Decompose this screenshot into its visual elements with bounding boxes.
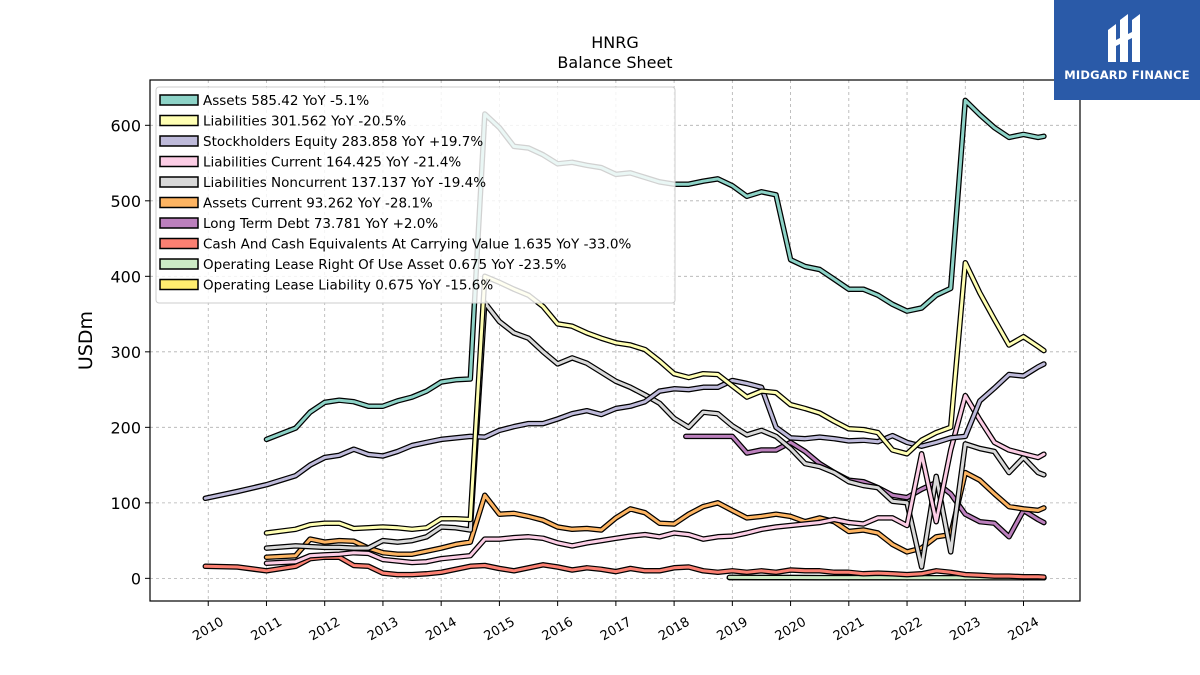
legend-swatch — [159, 155, 199, 168]
legend-item: Assets 585.42 YoY -5.1% — [159, 93, 369, 109]
x-tick-label: 2014 — [423, 615, 459, 645]
x-tick-label: 2017 — [598, 615, 634, 645]
legend-swatch — [159, 176, 199, 188]
x-tick-label: 2020 — [773, 615, 809, 645]
y-tick-label: 0 — [131, 569, 141, 588]
y-axis-label: USDm — [75, 311, 97, 370]
legend-item: Assets Current 93.262 YoY -28.1% — [159, 196, 433, 212]
series-line — [265, 261, 1046, 535]
legend-label: Assets Current 93.262 YoY -28.1% — [203, 196, 433, 212]
legend-swatch — [159, 196, 199, 209]
series-layer — [202, 97, 1047, 581]
legend-item: Liabilities Current 164.425 YoY -21.4% — [159, 155, 461, 171]
legend-item: Operating Lease Liability 0.675 YoY -15.… — [159, 278, 493, 294]
legend-item: Stockholders Equity 283.858 YoY +19.7% — [159, 134, 483, 150]
y-tick-label: 400 — [110, 267, 141, 286]
legend-swatch — [159, 237, 199, 250]
series-line — [265, 394, 1046, 565]
legend-swatch — [159, 94, 199, 106]
y-tick-label: 600 — [110, 116, 141, 135]
legend-item: Long Term Debt 73.781 YoY +2.0% — [159, 216, 438, 232]
x-tick-label: 2012 — [307, 615, 343, 645]
series-cash-and-cash-equivalents-at-carrying-value — [202, 554, 1047, 580]
x-tick-label: 2016 — [540, 615, 576, 645]
x-tick-label: 2024 — [1006, 615, 1042, 645]
series-liabilities-current — [263, 392, 1047, 566]
legend-item: Operating Lease Right Of Use Asset 0.675… — [159, 257, 567, 273]
series-line — [203, 555, 1046, 579]
y-tick-label: 500 — [110, 192, 141, 211]
chart-title: HNRG — [591, 33, 639, 52]
plot-frame — [149, 79, 1081, 602]
x-tick-label: 2011 — [249, 615, 285, 645]
x-tick-label: 2015 — [482, 615, 518, 645]
x-tick-label: 2010 — [190, 615, 226, 645]
legend-label: Assets 585.42 YoY -5.1% — [203, 93, 369, 109]
legend-item: Liabilities 301.562 YoY -20.5% — [159, 114, 406, 130]
x-axis-ticks: 2010 2011 2012 2013 2014 2015 2016 2017 2018 2019… — [190, 601, 1042, 645]
plot-area — [202, 97, 1047, 581]
brand-logo: MIDGARD FINANCE — [1054, 0, 1200, 100]
legend-swatch — [159, 135, 199, 147]
series-liabilities — [263, 259, 1047, 536]
x-tick-label: 2019 — [715, 615, 751, 645]
legend-label: Stockholders Equity 283.858 YoY +19.7% — [203, 134, 483, 150]
y-tick-label: 100 — [110, 494, 141, 513]
legend-box — [155, 86, 676, 304]
y-tick-label: 300 — [110, 343, 141, 362]
x-tick-label: 2013 — [365, 615, 401, 645]
legend-item: Cash And Cash Equivalents At Carrying Va… — [159, 237, 631, 253]
y-axis-ticks: 0 100 200 300 400 500 600 — [110, 116, 150, 588]
legend-label: Liabilities Noncurrent 137.137 YoY -19.4… — [203, 175, 486, 191]
legend-label: Operating Lease Right Of Use Asset 0.675… — [203, 257, 567, 273]
legend-label: Liabilities 301.562 YoY -20.5% — [203, 114, 406, 130]
legend-label: Operating Lease Liability 0.675 YoY -15.… — [203, 278, 493, 294]
legend: Assets 585.42 YoY -5.1% Liabilities 301.5… — [155, 86, 676, 304]
series-line — [265, 301, 1046, 569]
legend-label: Cash And Cash Equivalents At Carrying Va… — [203, 237, 631, 253]
brand-logo-text: MIDGARD FINANCE — [1064, 68, 1190, 82]
legend-swatch — [159, 258, 199, 270]
legend-swatch — [159, 114, 199, 127]
x-tick-label: 2023 — [947, 615, 983, 645]
midgard-logo-icon — [1108, 14, 1140, 62]
chart-subtitle: Balance Sheet — [557, 53, 672, 72]
legend-label: Long Term Debt 73.781 YoY +2.0% — [203, 216, 438, 232]
legend-label: Liabilities Current 164.425 YoY -21.4% — [203, 155, 461, 171]
x-tick-label: 2021 — [831, 615, 867, 645]
x-tick-label: 2018 — [656, 615, 692, 645]
legend-item: Liabilities Noncurrent 137.137 YoY -19.4… — [159, 175, 486, 191]
chart-title-group: HNRG Balance Sheet — [557, 33, 672, 72]
legend-swatch — [159, 217, 199, 229]
legend-swatch — [159, 278, 199, 291]
series-liabilities-noncurrent — [263, 299, 1047, 570]
y-tick-label: 200 — [110, 418, 141, 437]
x-tick-label: 2022 — [889, 615, 925, 645]
